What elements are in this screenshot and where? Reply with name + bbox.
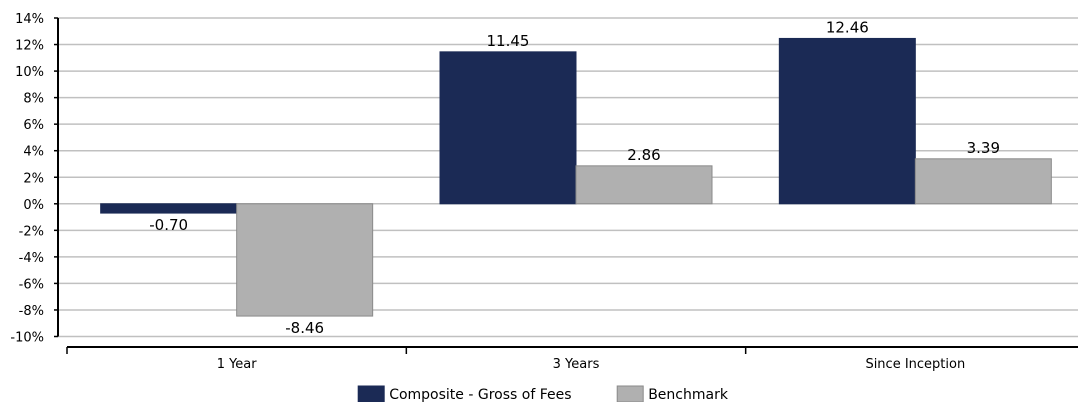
y-tick-label: 12% bbox=[15, 39, 44, 54]
legend-label: Benchmark bbox=[648, 387, 729, 402]
y-tick-label: 0% bbox=[23, 198, 44, 213]
y-tick-label: -2% bbox=[19, 224, 44, 239]
y-tick-label: 8% bbox=[23, 92, 44, 107]
data-label: -0.70 bbox=[149, 216, 188, 234]
legend-item: Composite - Gross of Fees bbox=[357, 385, 572, 402]
bar bbox=[236, 203, 374, 317]
legend: Composite - Gross of Fees Benchmark bbox=[357, 385, 729, 402]
y-tick-label: -6% bbox=[19, 277, 44, 292]
bar bbox=[575, 165, 713, 205]
y-tick-label: -4% bbox=[19, 251, 44, 266]
x-axis-categories: 1 Year 3 Years Since Inception bbox=[66, 347, 965, 372]
bar bbox=[914, 158, 1052, 205]
y-tick-label: 14% bbox=[15, 12, 44, 27]
bar bbox=[778, 37, 916, 205]
y-tick-label: 6% bbox=[23, 118, 44, 133]
y-tick-label: -10% bbox=[10, 331, 44, 346]
bar bbox=[100, 203, 238, 214]
x-category-label: 1 Year bbox=[217, 357, 258, 372]
y-tick-label: 2% bbox=[23, 171, 44, 186]
x-category-label: 3 Years bbox=[553, 357, 600, 372]
data-label: 12.46 bbox=[826, 18, 869, 36]
legend-item: Benchmark bbox=[616, 385, 729, 402]
x-category-label: Since Inception bbox=[865, 357, 965, 372]
legend-swatch bbox=[357, 385, 385, 402]
data-label: 3.39 bbox=[967, 139, 1000, 157]
y-tick-label: 4% bbox=[23, 145, 44, 160]
legend-swatch bbox=[616, 385, 644, 402]
y-tick-label: -8% bbox=[19, 304, 44, 319]
y-tick-label: 10% bbox=[15, 65, 44, 80]
y-axis-ticks: -10% -8% -6% -4% -2% 0% 2% 4% 6% 8% 10% 12% 14% bbox=[10, 12, 58, 346]
legend-label: Composite - Gross of Fees bbox=[389, 387, 571, 402]
data-labels: -0.70 -8.46 11.45 2.86 12.46 3.39 bbox=[149, 18, 1000, 337]
bars bbox=[100, 37, 1052, 317]
bar bbox=[439, 51, 577, 205]
data-label: 11.45 bbox=[487, 32, 530, 50]
data-label: -8.46 bbox=[285, 319, 324, 337]
data-label: 2.86 bbox=[627, 146, 660, 164]
